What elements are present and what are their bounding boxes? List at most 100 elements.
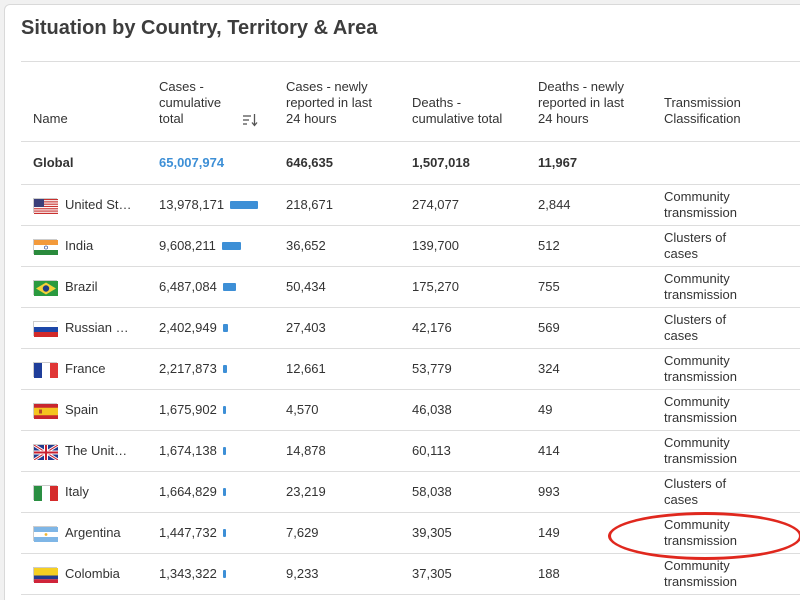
- country-cell[interactable]: France: [21, 348, 147, 390]
- deaths-new-cell: 993: [526, 471, 652, 513]
- header-cases-new[interactable]: Cases - newly reported in last 24 hours: [274, 61, 400, 142]
- country-name[interactable]: France: [65, 361, 106, 376]
- country-name[interactable]: United St…: [65, 197, 132, 212]
- table-row[interactable]: India 9,608,211 36,652 139,700 512 Clusters o…: [21, 225, 800, 267]
- deaths-cell: 42,176: [400, 307, 526, 349]
- deaths-new-cell: 149: [526, 512, 652, 554]
- country-name[interactable]: India: [65, 238, 94, 253]
- table-row[interactable]: The Unit… 1,674,138 14,878 60,113 414 Communi…: [21, 430, 800, 472]
- cases-value: 6,487,084: [159, 279, 217, 294]
- cases-bar: [222, 406, 226, 414]
- cases-value: 1,675,902: [159, 402, 217, 417]
- cases-cell: 1,675,902: [147, 389, 274, 431]
- table-row[interactable]: Colombia 1,343,322 9,233 37,305 188 Community…: [21, 553, 800, 595]
- deaths-new-cell: 188: [526, 553, 652, 595]
- table-row[interactable]: Brazil 6,487,084 50,434 175,270 755 Community…: [21, 266, 800, 308]
- table-row[interactable]: United St… 13,978,171 218,671 274,077 2,844 C…: [21, 184, 800, 226]
- cases-bar: [222, 529, 226, 537]
- cases-cell: 6,487,084: [147, 266, 274, 308]
- table-row[interactable]: Russian … 2,402,949 27,403 42,176 569 Cluster…: [21, 307, 800, 349]
- table-row[interactable]: Italy 1,664,829 23,219 58,038 993 Clusters of…: [21, 471, 800, 513]
- cases-bar: [222, 488, 226, 496]
- deaths-cell: 53,779: [400, 348, 526, 390]
- cases-cell: 1,343,322: [147, 553, 274, 595]
- colombia-flag-icon: [33, 566, 58, 583]
- country-cell[interactable]: Spain: [21, 389, 147, 431]
- spain-flag-icon: [33, 402, 58, 419]
- cases-new-cell: 218,671: [274, 184, 400, 226]
- country-cell[interactable]: Argentina: [21, 512, 147, 554]
- country-name[interactable]: Spain: [65, 402, 99, 417]
- sort-descending-icon[interactable]: [242, 113, 258, 127]
- header-deaths-new[interactable]: Deaths - newly reported in last 24 hours: [526, 61, 652, 142]
- cases-new-cell: 7,629: [274, 512, 400, 554]
- country-cell[interactable]: Colombia: [21, 553, 147, 595]
- cases-new-cell: 23,219: [274, 471, 400, 513]
- deaths-cell: 139,700: [400, 225, 526, 267]
- deaths-cell: 60,113: [400, 430, 526, 472]
- italy-flag-icon: [33, 484, 58, 501]
- country-cell[interactable]: The Unit…: [21, 430, 147, 472]
- cases-new-cell: 14,878: [274, 430, 400, 472]
- transmission-cell: Clusters of cases: [652, 471, 800, 513]
- header-name[interactable]: Name: [21, 61, 147, 142]
- brazil-flag-icon: [33, 279, 58, 296]
- cases-cell: 1,664,829: [147, 471, 274, 513]
- cases-new-cell: 27,403: [274, 307, 400, 349]
- cases-value: 2,217,873: [159, 361, 217, 376]
- country-name[interactable]: The Unit…: [65, 443, 128, 458]
- country-name[interactable]: Russian …: [65, 320, 129, 335]
- deaths-cell: 46,038: [400, 389, 526, 431]
- deaths-new-cell: 414: [526, 430, 652, 472]
- global-deaths-new: 11,967: [526, 141, 652, 185]
- global-row: Global 65,007,974 646,635 1,507,018 11,9…: [21, 141, 800, 185]
- country-cell[interactable]: United St…: [21, 184, 147, 226]
- deaths-new-cell: 755: [526, 266, 652, 308]
- cases-value: 9,608,211: [159, 238, 216, 253]
- cases-value: 13,978,171: [159, 197, 225, 212]
- country-cell[interactable]: Brazil: [21, 266, 147, 308]
- deaths-new-cell: 49: [526, 389, 652, 431]
- cases-cell: 1,674,138: [147, 430, 274, 472]
- cases-new-cell: 9,233: [274, 553, 400, 595]
- cases-bar: [222, 447, 226, 455]
- country-cell[interactable]: India: [21, 225, 147, 267]
- country-name[interactable]: Italy: [65, 484, 89, 499]
- country-name[interactable]: Brazil: [65, 279, 98, 294]
- country-name[interactable]: Colombia: [65, 566, 120, 581]
- cases-bar: [222, 570, 226, 578]
- us-flag-icon: [33, 197, 58, 214]
- deaths-cell: 39,305: [400, 512, 526, 554]
- transmission-cell: Clusters of cases: [652, 225, 800, 267]
- transmission-cell: Community transmission: [652, 266, 800, 308]
- cases-cell: 1,447,732: [147, 512, 274, 554]
- cases-cell: 9,608,211: [147, 225, 274, 267]
- situation-table: Name Cases - cumulative total Cases - ne…: [21, 61, 800, 595]
- global-deaths: 1,507,018: [400, 141, 526, 185]
- cases-bar: [222, 324, 228, 332]
- india-flag-icon: [33, 238, 58, 255]
- cases-value: 1,674,138: [159, 443, 217, 458]
- table-row[interactable]: France 2,217,873 12,661 53,779 324 Community t…: [21, 348, 800, 390]
- deaths-cell: 58,038: [400, 471, 526, 513]
- cases-value: 2,402,949: [159, 320, 217, 335]
- country-cell[interactable]: Italy: [21, 471, 147, 513]
- table-header-row: Name Cases - cumulative total Cases - ne…: [21, 61, 800, 142]
- cases-new-cell: 50,434: [274, 266, 400, 308]
- global-name: Global: [21, 141, 147, 185]
- header-deaths[interactable]: Deaths - cumulative total: [400, 61, 526, 142]
- uk-flag-icon: [33, 443, 59, 461]
- country-cell[interactable]: Russian …: [21, 307, 147, 349]
- deaths-new-cell: 324: [526, 348, 652, 390]
- deaths-new-cell: 569: [526, 307, 652, 349]
- russia-flag-icon: [33, 320, 58, 337]
- cases-new-cell: 4,570: [274, 389, 400, 431]
- header-transmission[interactable]: Transmission Classification: [652, 61, 800, 142]
- table-row[interactable]: Argentina 1,447,732 7,629 39,305 149 Communit…: [21, 512, 800, 554]
- card-title: Situation by Country, Territory & Area: [21, 17, 378, 39]
- table-row[interactable]: Spain 1,675,902 4,570 46,038 49 Community tran…: [21, 389, 800, 431]
- deaths-new-cell: 2,844: [526, 184, 652, 226]
- cases-bar: [221, 242, 241, 250]
- header-cases[interactable]: Cases - cumulative total: [147, 61, 274, 142]
- country-name[interactable]: Argentina: [65, 525, 121, 540]
